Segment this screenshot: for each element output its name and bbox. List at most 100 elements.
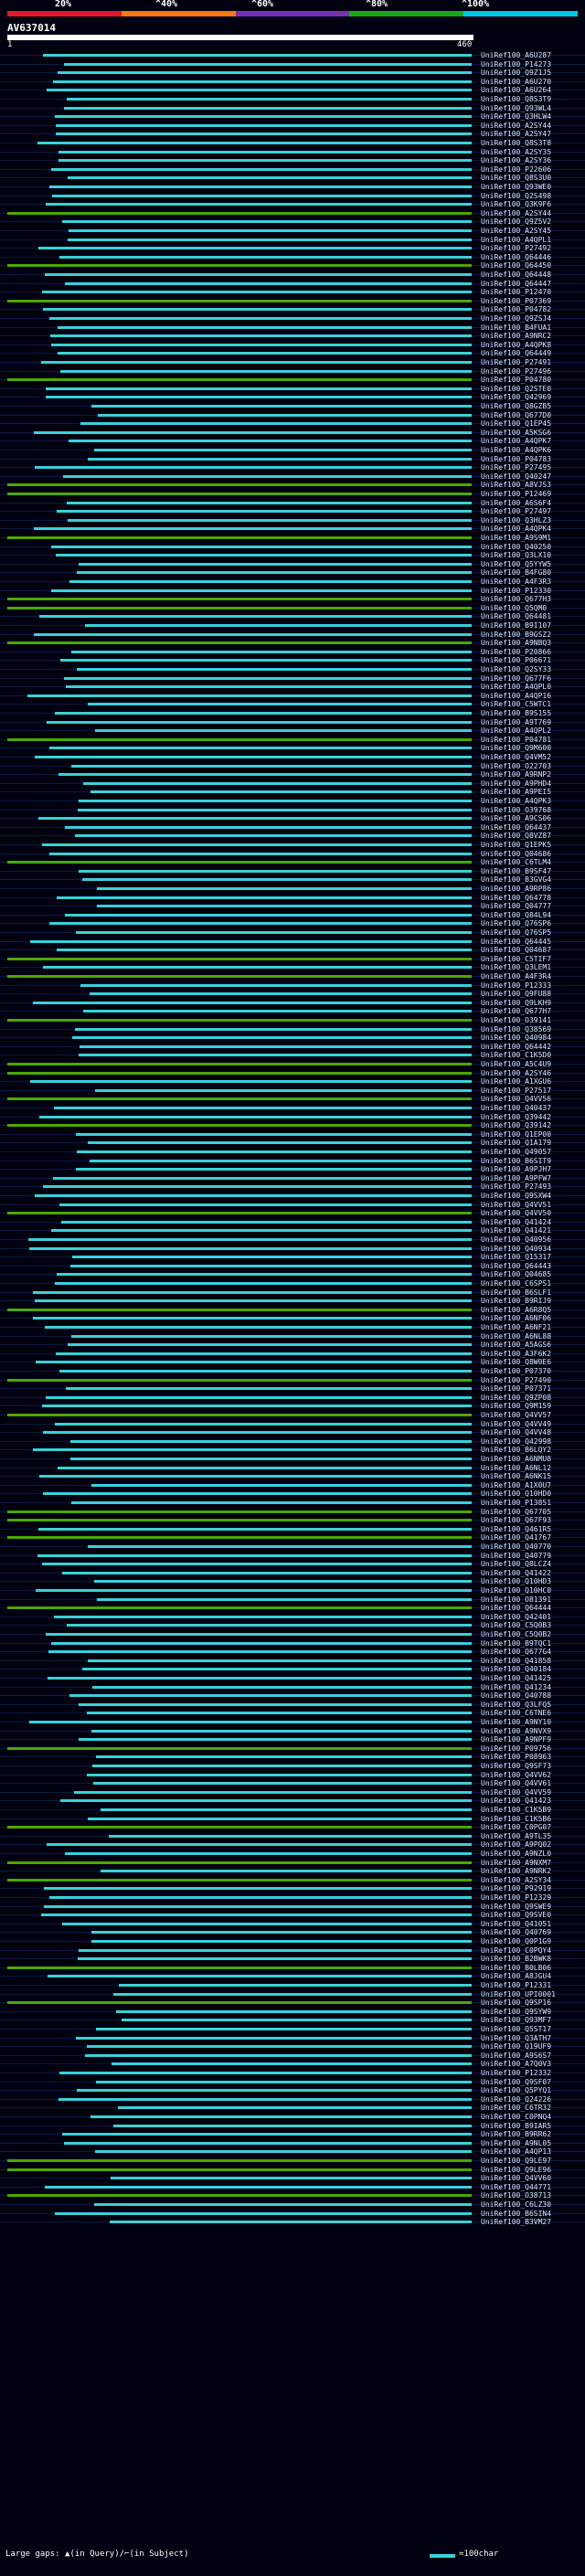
hit-id-link[interactable]: UniRef100_O22703 <box>481 761 552 770</box>
hit-row[interactable]: UniRef100_Q5QM0 <box>0 604 585 612</box>
hit-id-link[interactable]: UniRef100_Q76SP5 <box>481 928 552 937</box>
hit-id-link[interactable]: UniRef100_C5WTC1 <box>481 700 552 709</box>
hit-row[interactable]: UniRef100_Q9ZSJ4 <box>0 314 585 323</box>
hit-id-link[interactable]: UniRef100_P12330 <box>481 586 552 595</box>
hit-row[interactable]: UniRef100_Q9SVE0 <box>0 1911 585 1919</box>
hit-id-link[interactable]: UniRef100_A9PQ02 <box>481 1840 552 1850</box>
hit-id-link[interactable]: UniRef100_C6TLM4 <box>481 858 552 867</box>
hit-row[interactable]: UniRef100_A7Q0V3 <box>0 2060 585 2068</box>
hit-id-link[interactable]: UniRef100_A9NRK2 <box>481 1867 552 1876</box>
hit-row[interactable]: UniRef100_A5C4U9 <box>0 1060 585 1068</box>
hit-row[interactable]: UniRef100_Q8W0E6 <box>0 1358 585 1366</box>
hit-row[interactable]: UniRef100_Q9M600 <box>0 744 585 752</box>
hit-id-link[interactable]: UniRef100_Q4VV49 <box>481 1419 552 1428</box>
hit-id-link[interactable]: UniRef100_Q0P1G9 <box>481 1937 552 1945</box>
hit-row[interactable]: UniRef100_P27493 <box>0 1182 585 1191</box>
hit-id-link[interactable]: UniRef100_A9S9M1 <box>481 534 552 542</box>
hit-id-link[interactable]: UniRef100_A6NMU8 <box>481 1455 552 1463</box>
hit-row[interactable]: UniRef100_C5TIF7 <box>0 955 585 963</box>
hit-id-link[interactable]: UniRef100_O38713 <box>481 2191 552 2200</box>
hit-id-link[interactable]: UniRef100_P07371 <box>481 1384 552 1394</box>
hit-row[interactable]: UniRef100_A9PFW7 <box>0 1174 585 1182</box>
hit-row[interactable]: UniRef100_P20866 <box>0 648 585 656</box>
hit-id-link[interactable]: UniRef100_A9NZL0 <box>481 1850 552 1858</box>
hit-row[interactable]: UniRef100_B6SLF1 <box>0 1288 585 1297</box>
hit-id-link[interactable]: UniRef100_P12331 <box>481 1981 552 1989</box>
hit-row[interactable]: UniRef100_A4F3R4 <box>0 972 585 981</box>
hit-id-link[interactable]: UniRef100_Q93WE0 <box>481 183 552 191</box>
hit-row[interactable]: UniRef100_A9NXM7 <box>0 1859 585 1867</box>
hit-id-link[interactable]: UniRef100_Q677G4 <box>481 1648 552 1657</box>
hit-row[interactable]: UniRef100_Q64446 <box>0 253 585 261</box>
hit-id-link[interactable]: UniRef100_B6SLF1 <box>481 1288 552 1297</box>
hit-row[interactable]: UniRef100_Q64442 <box>0 1043 585 1051</box>
hit-id-link[interactable]: UniRef100_A2SY34 <box>481 1875 552 1884</box>
hit-row[interactable]: UniRef100_Q42998 <box>0 1437 585 1446</box>
hit-row[interactable]: UniRef100_A9TL35 <box>0 1832 585 1840</box>
hit-row[interactable]: UniRef100_C1K5D0 <box>0 1051 585 1059</box>
hit-id-link[interactable]: UniRef100_Q9SXW4 <box>481 1192 552 1200</box>
hit-id-link[interactable]: UniRef100_Q41051 <box>481 1919 552 1928</box>
hit-row[interactable]: UniRef100_P04780 <box>0 376 585 384</box>
hit-row[interactable]: UniRef100_P07369 <box>0 297 585 305</box>
hit-row[interactable]: UniRef100_Q3LX10 <box>0 551 585 559</box>
hit-row[interactable]: UniRef100_Q40984 <box>0 1034 585 1042</box>
hit-id-link[interactable]: UniRef100_Q5QM0 <box>481 603 548 612</box>
hit-row[interactable]: UniRef100_Q93WE0 <box>0 183 585 191</box>
hit-id-link[interactable]: UniRef100_A9NBQ3 <box>481 639 552 648</box>
hit-row[interactable]: UniRef100_Q4VV50 <box>0 1209 585 1217</box>
hit-row[interactable]: UniRef100_Q4VV49 <box>0 1420 585 1428</box>
hit-id-link[interactable]: UniRef100_Q4VV51 <box>481 1200 552 1209</box>
hit-row[interactable]: UniRef100_Q8S3U0 <box>0 174 585 182</box>
hit-row[interactable]: UniRef100_A4QP13 <box>0 2147 585 2156</box>
hit-id-link[interactable]: UniRef100_Q5YYW5 <box>481 559 552 568</box>
hit-row[interactable]: UniRef100_A9S6S7 <box>0 2051 585 2060</box>
hit-id-link[interactable]: UniRef100_Q40184 <box>481 1665 552 1674</box>
hit-row[interactable]: UniRef100_A2SY34 <box>0 1876 585 1884</box>
hit-row[interactable]: UniRef100_B9I107 <box>0 621 585 630</box>
hit-id-link[interactable]: UniRef100_Q8VZ87 <box>481 832 552 841</box>
hit-id-link[interactable]: UniRef100_Q64437 <box>481 822 552 832</box>
hit-id-link[interactable]: UniRef100_A6NL12 <box>481 1463 552 1472</box>
hit-id-link[interactable]: UniRef100_A9PFW7 <box>481 1173 552 1182</box>
hit-id-link[interactable]: UniRef100_A9PEI5 <box>481 788 552 797</box>
hit-id-link[interactable]: UniRef100_B3VM27 <box>481 2218 552 2227</box>
hit-id-link[interactable]: UniRef100_A6S6F4 <box>481 498 552 507</box>
hit-id-link[interactable]: UniRef100_P08963 <box>481 1753 552 1762</box>
hit-id-link[interactable]: UniRef100_A9NRC2 <box>481 332 552 341</box>
hit-id-link[interactable]: UniRef100_B6LQY2 <box>481 1446 552 1455</box>
hit-row[interactable]: UniRef100_A2SY36 <box>0 156 585 164</box>
hit-id-link[interactable]: UniRef100_A6NF21 <box>481 1323 552 1331</box>
hit-id-link[interactable]: UniRef100_Q42969 <box>481 393 552 402</box>
hit-id-link[interactable]: UniRef100_Q41858 <box>481 1656 552 1665</box>
hit-row[interactable]: UniRef100_Q39442 <box>0 1113 585 1121</box>
hit-id-link[interactable]: UniRef100_A4QPK7 <box>481 437 552 446</box>
hit-row[interactable]: UniRef100_C6TLM4 <box>0 858 585 866</box>
hit-row[interactable]: UniRef100_Q4VM52 <box>0 753 585 761</box>
hit-id-link[interactable]: UniRef100_P12470 <box>481 288 552 297</box>
hit-row[interactable]: UniRef100_Q64445 <box>0 938 585 946</box>
hit-row[interactable]: UniRef100_Q04686 <box>0 850 585 858</box>
hit-row[interactable]: UniRef100_Q40247 <box>0 472 585 481</box>
hit-row[interactable]: UniRef100_C0PG07 <box>0 1823 585 1831</box>
hit-row[interactable]: UniRef100_A9NZL0 <box>0 1850 585 1858</box>
hit-id-link[interactable]: UniRef100_Q40788 <box>481 1691 552 1701</box>
hit-row[interactable]: UniRef100_A4QPL1 <box>0 236 585 244</box>
hit-row[interactable]: UniRef100_A5AGS6 <box>0 1341 585 1349</box>
hit-id-link[interactable]: UniRef100_Q3LFQ5 <box>481 1700 552 1709</box>
hit-id-link[interactable]: UniRef100_C0PG07 <box>481 1823 552 1832</box>
hit-id-link[interactable]: UniRef100_Q5PYQ1 <box>481 2086 552 2095</box>
hit-row[interactable]: UniRef100_A1XGU6 <box>0 1077 585 1086</box>
hit-row[interactable]: UniRef100_Q24226 <box>0 2095 585 2104</box>
hit-row[interactable]: UniRef100_Q9SF07 <box>0 2078 585 2086</box>
hit-row[interactable]: UniRef100_Q8LCZ4 <box>0 1560 585 1568</box>
hit-row[interactable]: UniRef100_A6U264 <box>0 86 585 94</box>
hit-id-link[interactable]: UniRef100_Q461R5 <box>481 1524 552 1533</box>
hit-id-link[interactable]: UniRef100_B9GSZ2 <box>481 630 552 639</box>
hit-id-link[interactable]: UniRef100_P27517 <box>481 1086 552 1095</box>
hit-id-link[interactable]: UniRef100_P27496 <box>481 366 552 376</box>
hit-row[interactable]: UniRef100_Q41424 <box>0 1218 585 1226</box>
hit-row[interactable]: UniRef100_P12469 <box>0 490 585 498</box>
hit-row[interactable]: UniRef100_A9NRK2 <box>0 1867 585 1875</box>
hit-id-link[interactable]: UniRef100_Q4VV56 <box>481 1095 552 1104</box>
